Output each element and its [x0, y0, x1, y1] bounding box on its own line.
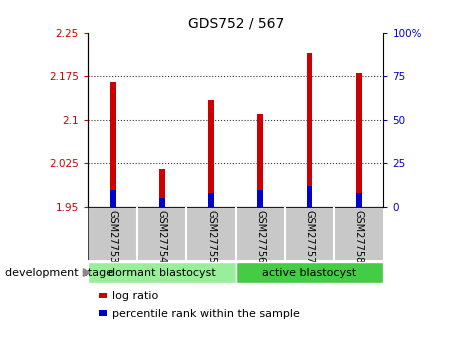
Text: dormant blastocyst: dormant blastocyst	[108, 268, 216, 277]
Text: GSM27757: GSM27757	[304, 210, 314, 263]
Text: log ratio: log ratio	[112, 291, 158, 301]
Bar	[110, 190, 115, 207]
Bar	[307, 53, 313, 207]
Bar	[258, 114, 263, 207]
Bar	[208, 193, 214, 207]
Text: GSM27753: GSM27753	[107, 210, 118, 263]
Text: GSM27758: GSM27758	[354, 210, 364, 263]
Bar	[208, 100, 214, 207]
Text: GSM27756: GSM27756	[255, 210, 265, 263]
Bar	[159, 198, 165, 207]
Bar	[159, 169, 165, 207]
Bar	[110, 82, 115, 207]
Bar	[235, 262, 383, 284]
Text: development stage: development stage	[5, 268, 113, 277]
Bar	[307, 186, 313, 207]
Title: GDS752 / 567: GDS752 / 567	[188, 16, 284, 30]
Text: percentile rank within the sample: percentile rank within the sample	[112, 308, 300, 318]
Text: GSM27754: GSM27754	[157, 210, 167, 263]
Bar	[356, 73, 362, 207]
Bar	[356, 193, 362, 207]
Text: GSM27755: GSM27755	[206, 210, 216, 263]
Bar	[88, 262, 235, 284]
Text: active blastocyst: active blastocyst	[262, 268, 357, 277]
Bar	[258, 190, 263, 207]
